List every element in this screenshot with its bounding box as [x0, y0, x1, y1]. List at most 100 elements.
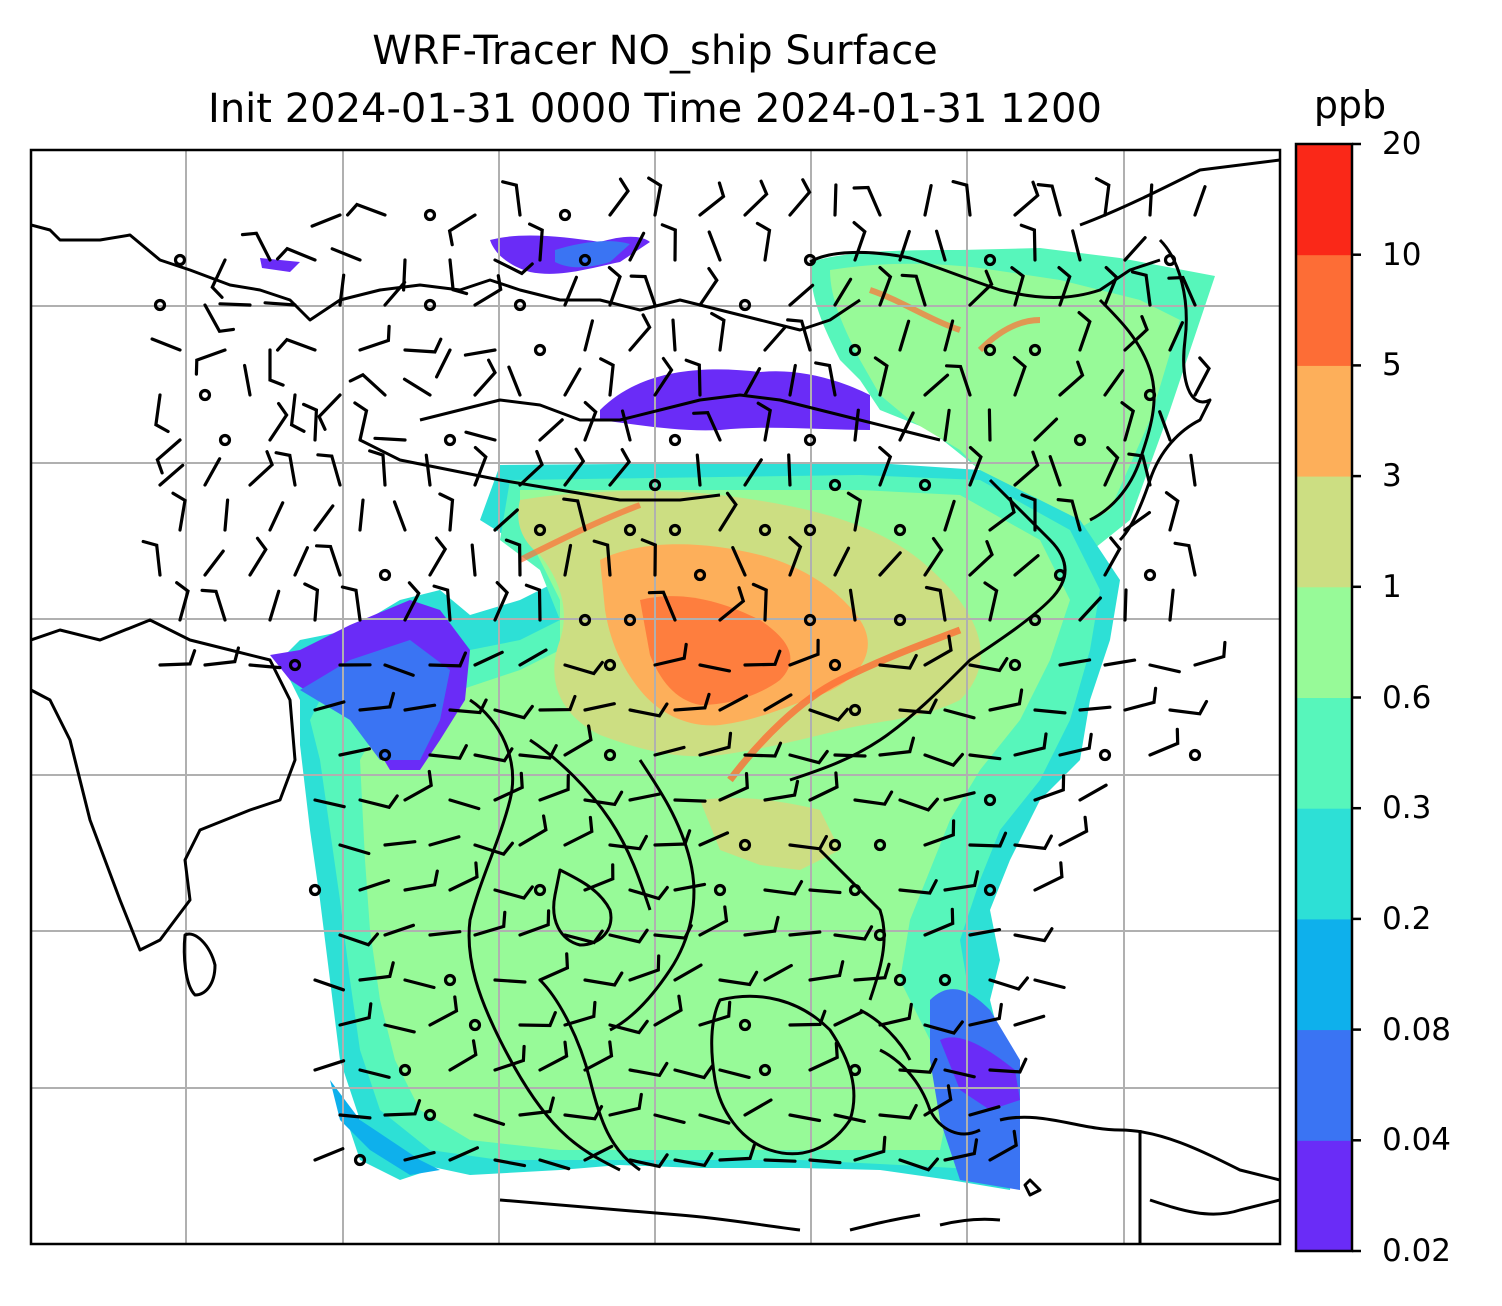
wind-barb: [315, 544, 342, 577]
wind-barb: [268, 402, 289, 442]
wind-barb: [660, 223, 677, 262]
colorbar-tick-label: 20: [1382, 126, 1422, 162]
wind-barb: [538, 952, 570, 982]
calm-circle: [198, 388, 212, 402]
calm-circle: [603, 748, 617, 762]
wind-barb: [695, 453, 702, 487]
calm-circle: [578, 253, 592, 267]
calm-circle: [848, 883, 862, 897]
wind-barb: [943, 1138, 979, 1162]
wind-barb: [338, 843, 371, 856]
coast-newguinea: [999, 1115, 1280, 1182]
wind-barb: [1058, 815, 1089, 847]
wind-barb: [763, 693, 793, 712]
wind-barb: [943, 499, 956, 532]
calm-circle: [1163, 253, 1177, 267]
calm-circle: [873, 928, 887, 942]
wind-barb: [464, 430, 497, 442]
wind-barb: [203, 646, 240, 667]
calm-circle: [533, 343, 547, 357]
wind-barb: [878, 1002, 913, 1027]
calm-circle: [848, 1063, 862, 1077]
calm-circle: [668, 523, 682, 537]
calm-circle: [423, 208, 437, 222]
wind-barb: [763, 1158, 797, 1163]
wind-barb: [853, 1135, 887, 1162]
wind-barb: [1013, 554, 1040, 577]
wind-barb: [200, 588, 227, 622]
wind-barb: [448, 1146, 479, 1162]
wind-barb: [563, 660, 604, 676]
wind-barb: [1193, 185, 1207, 217]
wind-barb: [814, 361, 837, 397]
wind-barb: [428, 744, 468, 760]
wind-barb: [240, 231, 272, 262]
wind-barb: [808, 1041, 839, 1072]
colorbar-tick-label: 3: [1382, 458, 1402, 495]
wind-barb: [608, 1092, 643, 1117]
wind-barb: [945, 364, 972, 397]
wind-barb: [338, 932, 379, 947]
wind-barb: [1173, 541, 1197, 577]
wind-barb: [878, 1103, 918, 1120]
wind-barb: [473, 274, 503, 307]
calm-circle: [758, 523, 772, 537]
wind-barb: [583, 319, 594, 352]
wind-barb: [943, 870, 980, 892]
wind-barb: [493, 258, 534, 276]
wind-barb: [1019, 223, 1037, 262]
wind-barb: [1033, 861, 1064, 892]
wind-barb: [1013, 180, 1040, 217]
wind-barb: [403, 978, 436, 990]
calm-circle: [648, 478, 662, 492]
wind-barb: [898, 1057, 938, 1074]
wind-barb: [518, 1011, 557, 1028]
wind-barb: [653, 745, 686, 757]
calm-circle: [1028, 613, 1042, 627]
coast-japan: [1118, 238, 1212, 542]
wind-barb: [846, 491, 863, 532]
wind-barb: [1103, 369, 1125, 397]
wind-barb: [833, 753, 867, 758]
wind-barb: [900, 273, 927, 307]
calm-circle: [893, 523, 907, 537]
calm-circle: [848, 703, 862, 717]
wind-barb: [383, 840, 417, 847]
wind-barb: [493, 1158, 527, 1168]
wind-barb: [403, 703, 437, 712]
calm-circle: [938, 973, 952, 987]
wind-barb: [923, 907, 955, 937]
field-west-blue: [300, 640, 450, 760]
wind-barb: [507, 365, 522, 397]
wind-barb: [340, 585, 362, 622]
wind-barb: [673, 882, 707, 892]
wind-barb: [338, 1113, 372, 1120]
wind-barb: [428, 536, 448, 577]
wind-barb: [583, 702, 616, 712]
calm-circle: [153, 298, 167, 312]
wind-barb: [1036, 183, 1062, 217]
calm-circle: [803, 253, 817, 267]
wind-barb: [392, 500, 407, 532]
wind-barb: [563, 1000, 597, 1027]
colorbar-band: [1296, 918, 1352, 1031]
wind-barb: [402, 377, 432, 397]
wind-barb: [583, 971, 624, 987]
wind-barb: [154, 393, 170, 434]
wind-barb: [346, 202, 387, 217]
wind-barb: [1077, 311, 1092, 352]
wind-barb: [470, 543, 477, 577]
wind-barb: [620, 409, 632, 442]
coast-borneo: [710, 994, 856, 1156]
wind-barb: [435, 348, 452, 379]
wind-barb: [403, 1151, 436, 1162]
wind-barb: [448, 861, 479, 892]
wind-barb: [710, 311, 726, 352]
wind-barb: [1078, 705, 1112, 712]
wind-barb: [968, 540, 994, 577]
calm-circle: [803, 523, 817, 537]
wind-barb: [673, 963, 703, 982]
wind-barb: [263, 301, 297, 307]
wind-barb: [243, 363, 252, 397]
